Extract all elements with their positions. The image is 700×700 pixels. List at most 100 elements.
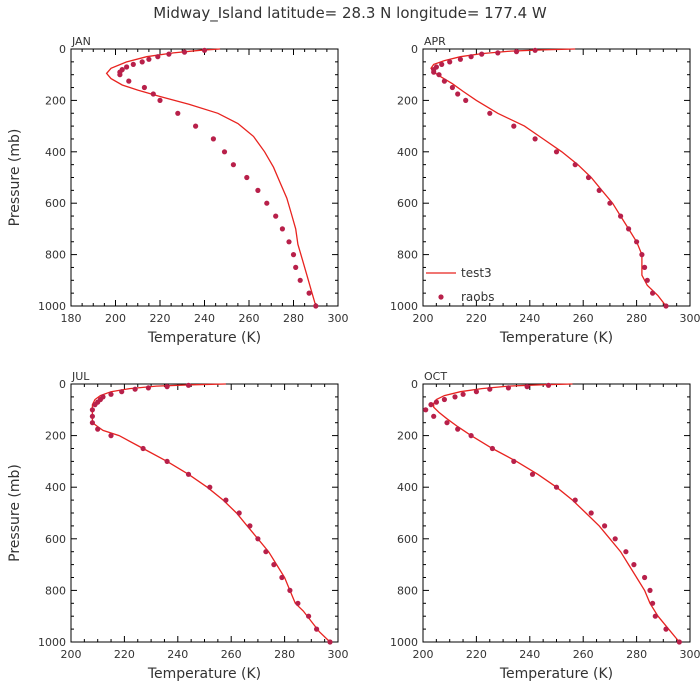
data-point-raobs [634,239,640,245]
x-tick-label: 240 [519,648,540,661]
panel-label: OCT [424,370,447,383]
data-point-raobs [447,59,453,65]
y-tick-label: 1000 [38,636,66,649]
data-point-raobs [455,91,461,97]
data-point-raobs [236,510,242,516]
data-point-raobs [132,386,138,392]
data-point-raobs [663,303,669,309]
data-point-raobs [223,497,229,503]
data-point-raobs [602,523,608,529]
data-point-raobs [495,50,501,56]
x-tick-label: 260 [221,648,242,661]
data-point-raobs [108,433,114,439]
data-point-raobs [650,600,656,606]
data-point-raobs [642,574,648,581]
panel-label: JUL [71,370,90,383]
data-point-raobs [623,549,629,555]
data-point-raobs [290,252,297,258]
x-tick-label: 200 [105,312,126,325]
data-point-raobs [452,394,458,400]
y-tick-label: 400 [397,481,418,494]
y-tick-label: 800 [45,249,66,262]
data-point-raobs [585,174,592,181]
y-tick-label: 600 [397,533,418,546]
data-point-raobs [457,56,463,62]
data-point-raobs [663,626,669,632]
data-point-raobs [185,382,192,388]
data-point-raobs [146,56,152,62]
x-tick-label: 220 [114,648,135,661]
data-point-raobs [264,200,270,206]
data-point-raobs [157,97,163,103]
data-point-raobs [449,84,455,91]
data-point-raobs [279,226,285,232]
y-axis-label: Pressure (mb) [7,464,23,562]
x-tick-label: 200 [413,312,434,325]
data-point-raobs [201,47,208,53]
y-tick-label: 600 [45,533,66,546]
data-point-raobs [468,54,474,60]
data-point-raobs [185,471,192,477]
x-tick-label: 240 [519,312,540,325]
data-point-raobs [150,91,156,97]
x-axis-label: Temperature (K) [499,330,613,346]
legend: test3 raobs [426,266,495,304]
y-tick-label: 0 [59,378,66,391]
data-point-raobs [155,54,161,60]
y-tick-label: 1000 [390,300,418,313]
data-point-raobs [436,72,442,78]
data-point-raobs [181,49,188,55]
data-point-raobs [439,61,445,67]
x-tick-label: 260 [573,312,594,325]
data-point-raobs [431,69,437,75]
data-point-raobs [279,574,285,581]
panel-oct: 200 220 240 260 280 300 0 200 400 600 800 1000 OCT Te… [390,370,700,682]
panel-apr: 200 220 240 260 280 300 0 200 400 600 800 1000 APR Te… [390,35,700,346]
x-tick-label: 300 [680,312,700,325]
data-point-raobs [145,385,151,391]
data-point-raobs [92,402,98,408]
x-tick-label: 220 [466,312,487,325]
data-point-raobs [273,213,279,219]
data-point-raobs [306,613,312,619]
data-point-raobs [473,389,479,395]
data-point-raobs [166,51,172,57]
data-point-raobs [210,136,216,142]
x-tick-label: 300 [680,648,700,661]
data-point-raobs [221,149,228,155]
data-point-raobs [263,549,269,555]
data-point-raobs [139,59,145,65]
data-point-raobs [553,484,560,490]
data-point-raobs [468,433,474,439]
data-point-raobs [89,413,95,419]
data-point-raobs [95,426,101,432]
x-tick-label: 200 [413,648,434,661]
data-point-raobs [572,497,578,503]
data-point-raobs [644,277,650,283]
x-axis-label: Temperature (K) [147,666,261,682]
y-tick-label: 800 [397,584,418,597]
data-point-raobs [545,382,552,388]
y-tick-label: 0 [411,43,418,56]
data-point-raobs [642,264,648,270]
x-tick-label: 260 [239,312,260,325]
data-point-raobs [652,613,658,619]
data-point-raobs [327,639,333,645]
data-point-raobs [297,277,303,283]
legend-label-model: test3 [461,266,492,280]
data-point-raobs [487,110,493,116]
data-point-raobs [126,78,132,84]
data-point-raobs [529,471,536,477]
data-point-raobs [431,413,437,419]
x-tick-label: 300 [328,312,349,325]
data-point-raobs [489,445,495,452]
data-point-raobs [487,386,493,392]
data-point-raobs [618,213,624,219]
data-point-raobs [607,200,613,206]
x-tick-label: 220 [466,648,487,661]
data-point-raobs [647,587,653,594]
data-point-raobs [639,252,645,258]
series-line-test3 [105,48,317,307]
y-tick-label: 1000 [390,636,418,649]
data-point-raobs [511,123,517,129]
